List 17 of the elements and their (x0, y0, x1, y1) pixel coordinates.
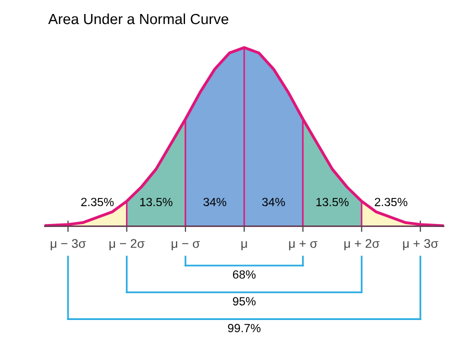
text: 95% (232, 297, 256, 306)
annotation: 34% (203, 198, 226, 206)
annotation: 2.35% (374, 198, 408, 206)
text: 68% (232, 270, 256, 279)
x-tick-label: μ − σ (172, 241, 200, 250)
annotation: 13.5% (316, 198, 349, 206)
x-tick-label: μ + σ (289, 240, 318, 250)
chart-title: Area Under a Normal Curve (48, 13, 228, 24)
x-tick-label: μ − 2σ (110, 239, 145, 250)
text: 99.7% (228, 324, 261, 332)
x-tick-label: μ − 3σ (50, 239, 86, 250)
x-tick-label: μ + 3σ (403, 239, 438, 250)
x-tick-label: μ (241, 241, 247, 250)
annotation: 2.35% (81, 198, 114, 206)
annotation: 34% (262, 198, 285, 206)
annotation: 13.5% (140, 198, 172, 206)
x-tick-label: μ + 2σ (344, 239, 380, 250)
